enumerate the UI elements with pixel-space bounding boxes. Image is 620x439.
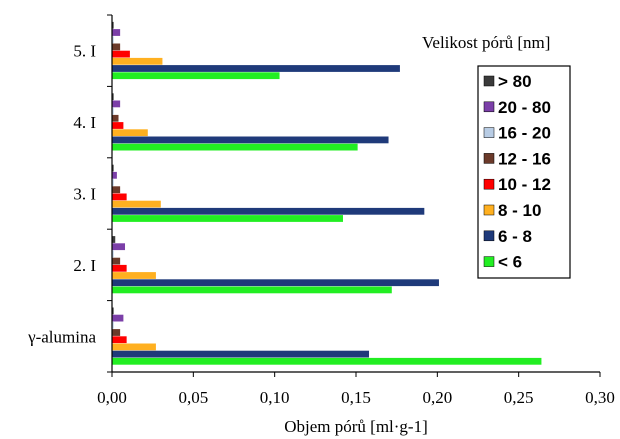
legend-label: 20 - 80 (498, 98, 551, 117)
category-label: 5. I (73, 42, 96, 61)
bar--80-4 (112, 21, 114, 29)
bar-16-20-0 (112, 321, 114, 329)
bar--6-1 (112, 286, 392, 294)
legend-label: 6 - 8 (498, 227, 532, 246)
bar-8-10-0 (112, 343, 156, 351)
bar-12-16-4 (112, 43, 121, 51)
bar-10-12-4 (112, 50, 130, 58)
category-label: 4. I (73, 113, 96, 132)
legend-label: 8 - 10 (498, 201, 541, 220)
bar-6-8-2 (112, 207, 425, 215)
bar-12-16-2 (112, 186, 121, 194)
legend-title: Velikost pórů [nm] (422, 33, 550, 52)
bar-6-8-4 (112, 65, 400, 72)
bar-16-20-2 (112, 179, 114, 186)
bar-20-80-4 (112, 29, 121, 36)
x-axis-title: Objem pórů [ml·g-1] (284, 417, 428, 436)
x-tick-label: 0,30 (585, 388, 615, 407)
legend-swatch (483, 204, 495, 216)
x-tick-label: 0,00 (97, 388, 127, 407)
bar-16-20-3 (112, 107, 114, 115)
bar-16-20-4 (112, 36, 114, 44)
bar-6-8-0 (112, 350, 370, 358)
category-label: γ-alumina (27, 327, 96, 346)
bar-8-10-2 (112, 200, 161, 208)
bar-20-80-3 (112, 100, 121, 108)
bar--80-0 (112, 307, 114, 315)
bar--6-2 (112, 215, 343, 222)
bar-10-12-3 (112, 122, 124, 129)
bar--6-3 (112, 143, 358, 151)
legend-label: 12 - 16 (498, 149, 551, 168)
bar-20-80-2 (112, 171, 117, 179)
x-tick-label: 0,05 (178, 388, 208, 407)
legend-items: > 80 20 - 80 16 - 20 12 - 16 10 - 12 8 - 10 6 … (483, 72, 551, 272)
bar-10-12-2 (112, 193, 127, 201)
bar-16-20-1 (112, 250, 114, 258)
x-tick-label: 0,10 (260, 388, 290, 407)
bar-12-16-1 (112, 257, 121, 265)
bar-10-12-0 (112, 336, 127, 344)
category-labels: γ-alumina 2. I 3. I 4. I 5. I (27, 42, 96, 347)
x-tick-label: 0,25 (504, 388, 534, 407)
legend-swatch (483, 256, 495, 267)
legend-swatch (483, 75, 495, 87)
legend: Velikost pórů [nm] > 80 20 - 80 16 - 20 12 … (422, 33, 571, 279)
legend-label: < 6 (498, 253, 522, 272)
bar-8-10-1 (112, 272, 156, 279)
legend-box (477, 65, 571, 279)
legend-label: 16 - 20 (498, 124, 551, 143)
category-label: 3. I (73, 185, 96, 204)
category-label: 2. I (73, 256, 96, 275)
x-tick-label: 0,15 (341, 388, 371, 407)
legend-swatch (483, 101, 495, 113)
bar--6-0 (112, 357, 542, 365)
bar-20-80-1 (112, 243, 126, 251)
bar-10-12-1 (112, 264, 127, 272)
bar-12-16-3 (112, 114, 119, 122)
bar-12-16-0 (112, 329, 121, 336)
bar--80-3 (112, 93, 114, 101)
bar-6-8-3 (112, 136, 389, 144)
bar-20-80-0 (112, 314, 124, 322)
axes-group (107, 14, 601, 377)
legend-swatch (483, 230, 495, 242)
x-tick-label: 0,20 (422, 388, 452, 407)
legend-swatch (483, 178, 495, 190)
legend-swatch (483, 153, 495, 164)
legend-label: 10 - 12 (498, 175, 551, 194)
bar--6-4 (112, 72, 280, 80)
bar-8-10-3 (112, 129, 148, 137)
bars-group (112, 21, 542, 365)
x-tick-labels: 0,00 0,05 0,10 0,15 0,20 0,25 0,30 (97, 388, 615, 407)
legend-label: > 80 (498, 72, 532, 91)
bar-8-10-4 (112, 57, 163, 65)
bar-6-8-1 (112, 279, 439, 287)
bar--80-2 (112, 164, 114, 172)
legend-swatch (483, 127, 495, 138)
bar--80-1 (112, 236, 116, 243)
